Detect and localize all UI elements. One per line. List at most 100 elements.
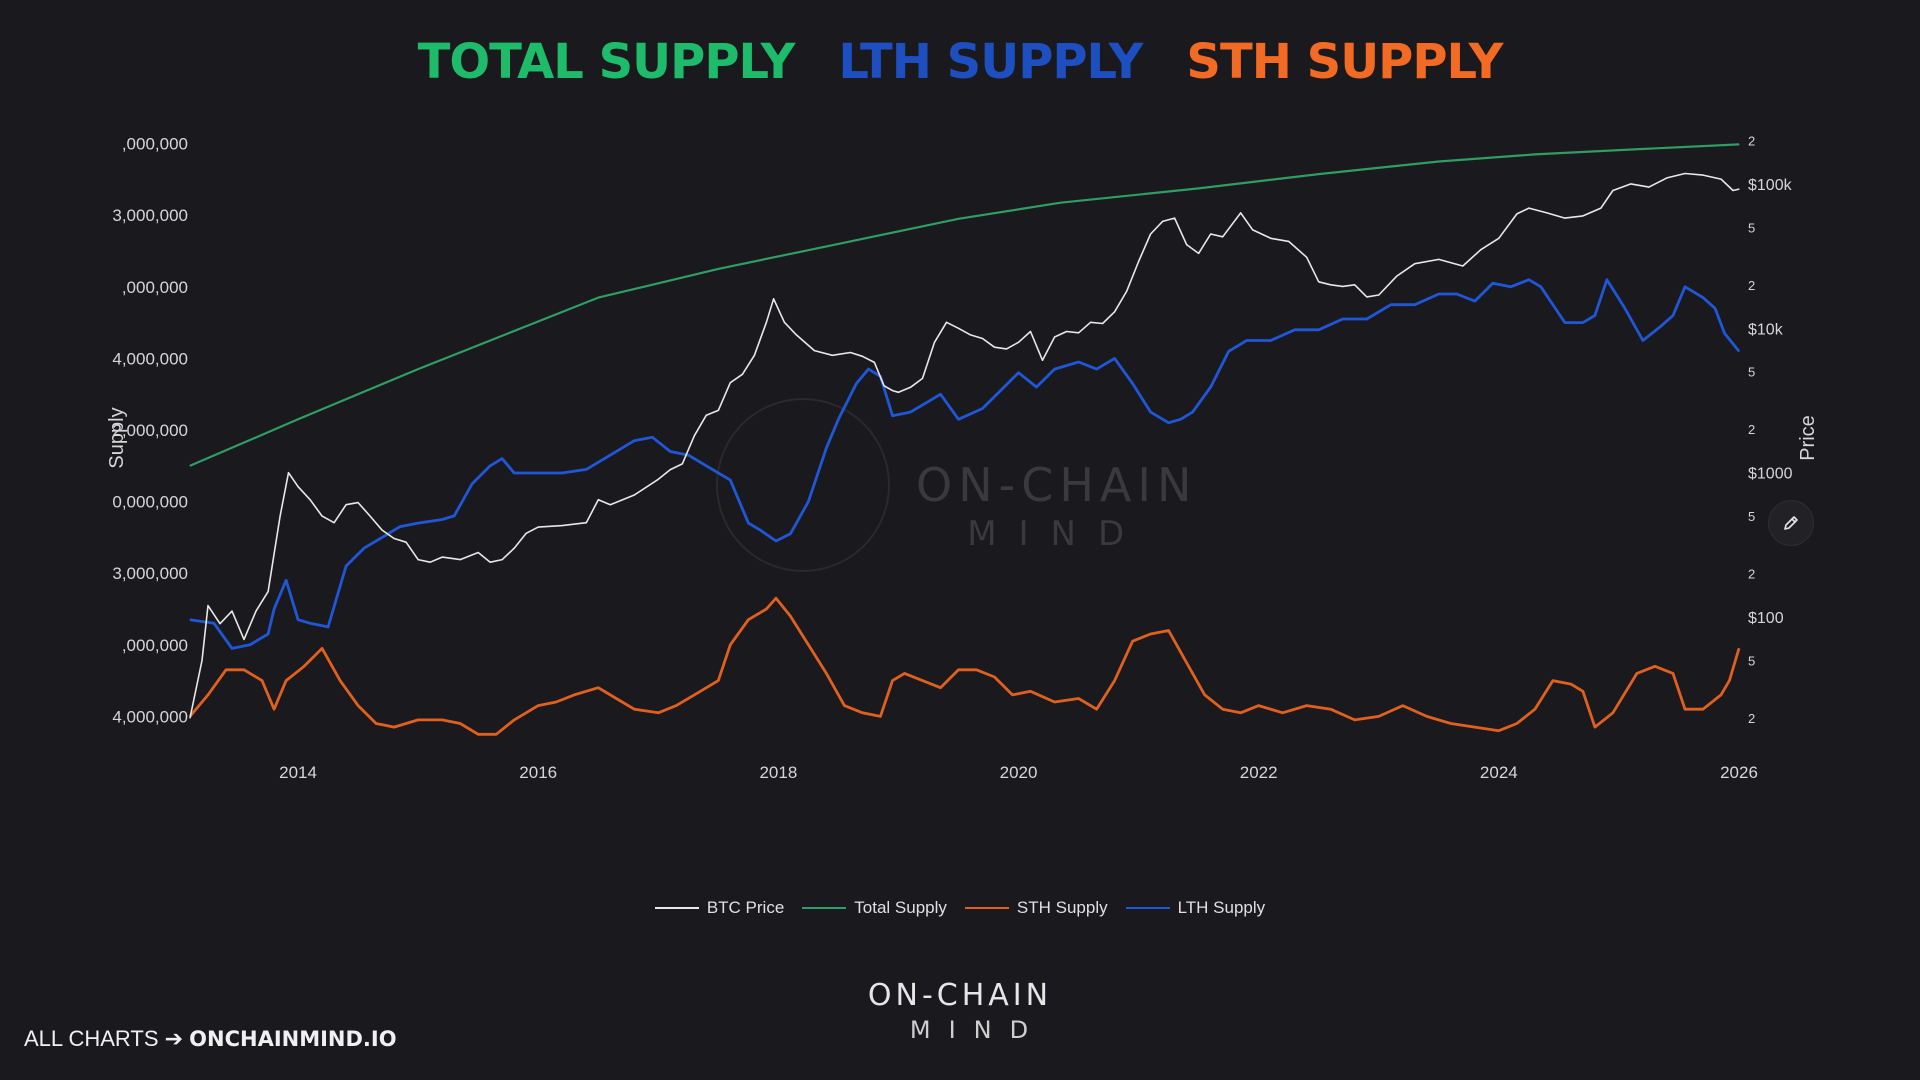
data-point (1414, 304, 1416, 306)
data-point (345, 565, 347, 567)
pencil-icon (1784, 516, 1798, 530)
data-point (1732, 189, 1734, 192)
series-line-sth-supply (188, 596, 1741, 736)
data-point (477, 733, 479, 735)
data-point (213, 622, 215, 624)
data-point (1528, 279, 1530, 281)
data-point (1462, 265, 1464, 267)
data-point (501, 458, 503, 460)
data-point (969, 334, 972, 336)
left-tick-label: ,000,000 (122, 135, 188, 154)
data-point (1318, 329, 1320, 331)
data-point (741, 373, 744, 375)
data-point (525, 532, 527, 534)
data-point (297, 486, 299, 488)
data-point (597, 499, 599, 501)
data-point (1150, 411, 1152, 413)
data-point (921, 377, 924, 379)
data-point (267, 591, 269, 593)
data-point (609, 504, 611, 506)
data-point (1078, 332, 1080, 334)
data-point (417, 719, 419, 721)
data-point (1041, 359, 1044, 361)
data-point (705, 465, 707, 467)
data-point (357, 705, 359, 707)
data-point (1318, 173, 1320, 175)
edit-button[interactable] (1768, 500, 1814, 546)
data-point (1606, 279, 1608, 281)
data-point (489, 465, 491, 467)
x-tick-label: 2014 (279, 763, 317, 782)
chart-svg: ,000,0003,000,000,000,0004,000,0002,000,… (106, 133, 1819, 782)
data-point (513, 719, 515, 721)
data-point (441, 556, 443, 558)
right-minor-tick-label: 5 (1748, 220, 1755, 235)
watermark-top: ON-CHAIN (916, 458, 1198, 512)
data-point (1684, 286, 1686, 288)
data-point (681, 463, 683, 465)
legend-label: Total Supply (854, 898, 947, 917)
data-point (471, 483, 473, 485)
legend-item[interactable]: BTC Price (654, 898, 784, 918)
right-minor-tick-label: 5 (1748, 509, 1755, 524)
data-point (1186, 662, 1188, 664)
x-tick-label: 2026 (1720, 763, 1758, 782)
data-point (1366, 318, 1368, 320)
data-point (297, 418, 299, 420)
data-point (597, 687, 599, 689)
right-minor-tick-label: 5 (1748, 365, 1755, 380)
data-point (1426, 715, 1428, 718)
data-point (849, 351, 852, 354)
data-point (1594, 314, 1596, 317)
data-point (1492, 282, 1494, 284)
legend-item[interactable]: LTH Supply (1125, 898, 1265, 918)
data-point (243, 669, 245, 671)
data-point (1738, 350, 1740, 352)
data-point (1240, 212, 1242, 214)
data-point (1528, 207, 1530, 209)
data-point (1114, 357, 1116, 359)
data-point (399, 526, 401, 528)
data-point (1228, 350, 1230, 352)
legend-item[interactable]: STH Supply (964, 898, 1108, 918)
data-point (1029, 330, 1032, 333)
data-point (897, 391, 900, 393)
data-point (1582, 215, 1584, 217)
x-tick-label: 2020 (1000, 763, 1038, 782)
data-point (1630, 183, 1632, 185)
right-minor-tick-label: 2 (1748, 567, 1755, 582)
data-point (219, 623, 221, 625)
left-tick-label: 3,000,000 (112, 206, 188, 225)
data-point (1222, 708, 1224, 710)
data-point (1078, 697, 1080, 700)
legend-label: STH Supply (1016, 898, 1108, 917)
data-point (1102, 322, 1104, 325)
data-point (1306, 256, 1308, 258)
data-point (417, 368, 419, 370)
data-point (1636, 672, 1638, 675)
data-point (1714, 307, 1716, 309)
data-point (1516, 213, 1518, 215)
data-point (321, 647, 323, 650)
data-point (1546, 212, 1548, 214)
data-point (1564, 322, 1566, 324)
data-point (1570, 683, 1572, 685)
data-point (441, 518, 443, 521)
data-point (883, 385, 885, 387)
data-point (873, 361, 876, 363)
data-point (675, 705, 677, 707)
right-minor-tick-label: 2 (1748, 711, 1755, 726)
data-point (1600, 207, 1602, 209)
data-point (1222, 236, 1224, 238)
data-point (867, 368, 870, 370)
footer-link[interactable]: ALL CHARTS ➔ ONCHAINMIND.IO (24, 1026, 397, 1052)
data-point (255, 610, 257, 612)
right-axis-ticks: $100k $10k $1000 $100 2 5 2 5 2 5 2 5 2 (1748, 133, 1793, 726)
watermark-bottom: MIND (967, 514, 1147, 554)
data-point (1498, 237, 1500, 239)
data-point (957, 327, 960, 329)
data-point (1564, 217, 1566, 219)
legend-swatch (802, 907, 847, 909)
legend-item[interactable]: Total Supply (802, 898, 947, 918)
data-point (345, 504, 347, 506)
